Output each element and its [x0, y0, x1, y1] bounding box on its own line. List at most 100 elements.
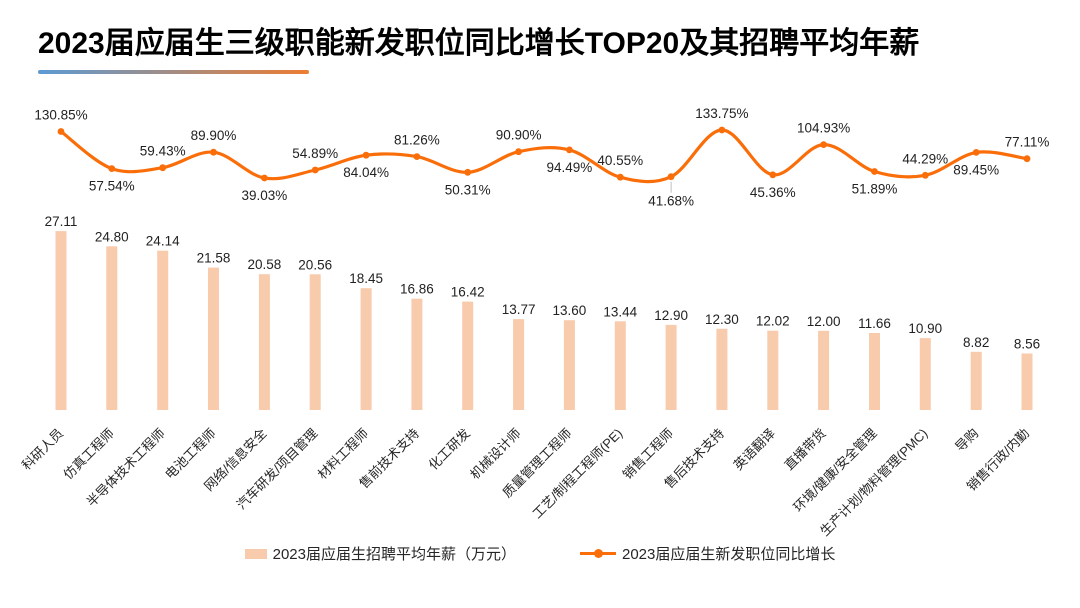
line-marker	[871, 168, 878, 175]
bar	[55, 231, 67, 410]
bar-value-label: 21.58	[197, 251, 231, 266]
bar	[818, 330, 830, 410]
page-title: 2023届应届生三级职能新发职位同比增长TOP20及其招聘平均年薪	[38, 27, 920, 60]
x-axis-label: 工艺/制程工程师(PE)	[529, 426, 625, 522]
line-value-label: 77.11%	[1005, 135, 1050, 150]
bar-value-labels: 27.11 24.80 24.14 21.58 20.58 20.56 18.45 16.86…	[45, 214, 1041, 351]
line-value-label: 59.43%	[140, 144, 186, 159]
bar-value-label: 18.45	[349, 271, 383, 286]
line-marker	[464, 168, 472, 176]
line-value-labels: 130.85% 57.54% 59.43% 89.90% 39.03% 54.89% 84.…	[34, 106, 1049, 209]
bar	[563, 320, 575, 410]
line-marker	[362, 151, 370, 159]
line-value-label: 44.29%	[902, 151, 948, 166]
bar	[157, 250, 169, 410]
line-marker	[108, 165, 116, 173]
x-axis-label: 生产计划/物料管理(PMC)	[817, 426, 930, 539]
chart-legend: 2023届应届生招聘平均年薪（万元） 2023届应届生新发职位同比增长	[0, 543, 1080, 564]
line-value-label: 130.85%	[34, 108, 87, 123]
line-series-swatch-icon	[580, 549, 616, 558]
line-value-label: 41.68%	[648, 194, 694, 209]
line-value-label: 90.90%	[496, 128, 542, 143]
line-value-label: 84.04%	[343, 165, 389, 180]
line-value-label: 104.93%	[797, 121, 850, 136]
bar	[767, 330, 779, 410]
bar-value-label: 8.82	[963, 335, 989, 350]
line-value-label: 89.90%	[191, 128, 237, 143]
line-marker	[718, 126, 726, 134]
bar-value-label: 20.56	[298, 257, 332, 272]
legend-label-growth: 2023届应届生新发职位同比增长	[622, 546, 836, 563]
bar	[309, 274, 321, 410]
bar-series	[55, 231, 1033, 410]
line-value-label: 57.54%	[89, 179, 135, 194]
bar-value-label: 12.30	[705, 312, 739, 327]
bar	[869, 333, 880, 410]
line-marker	[515, 148, 522, 156]
bar	[360, 288, 372, 410]
line-marker	[972, 149, 980, 156]
x-axis-label: 直播带货	[781, 426, 828, 473]
line-marker	[1023, 155, 1031, 163]
line-value-label: 94.49%	[547, 160, 593, 175]
line-marker	[616, 173, 624, 181]
x-axis-label: 科研人员	[19, 426, 66, 473]
bar-value-label: 24.14	[146, 234, 180, 249]
bar	[970, 351, 982, 410]
bar-value-label: 13.77	[502, 302, 536, 317]
bar-value-label: 12.02	[756, 314, 790, 329]
line-value-label: 40.55%	[597, 153, 643, 168]
title-underline	[38, 70, 309, 74]
line-marker	[566, 146, 573, 154]
x-axis-label: 化工研发	[425, 426, 472, 473]
bar-value-label: 11.66	[858, 316, 891, 331]
bar-value-label: 16.86	[400, 282, 434, 297]
line-marker	[769, 171, 777, 179]
bar-value-label: 20.58	[248, 257, 282, 272]
bar	[513, 319, 525, 410]
x-axis-label: 导购	[952, 426, 981, 455]
line-marker	[159, 164, 167, 172]
bar	[208, 267, 219, 410]
bar-value-label: 12.00	[807, 314, 841, 329]
line-marker	[921, 171, 929, 179]
line-value-label: 81.26%	[394, 133, 440, 148]
line-series-swatch-dot-icon	[594, 549, 603, 558]
bar-value-label: 24.80	[95, 229, 129, 244]
line-marker	[820, 141, 827, 149]
line-value-label: 133.75%	[695, 106, 748, 121]
line-value-label: 89.45%	[953, 162, 999, 177]
line-value-label: 54.89%	[292, 146, 338, 161]
bar-value-label: 13.60	[553, 303, 587, 318]
bar-value-label: 8.56	[1014, 337, 1040, 352]
bar	[1021, 353, 1033, 410]
legend-label-salary: 2023届应届生招聘平均年薪（万元）	[272, 546, 516, 563]
bar	[665, 324, 677, 410]
line-marker	[261, 174, 268, 182]
line-value-label: 39.03%	[242, 188, 288, 203]
line-series	[57, 126, 1031, 184]
x-axis-labels: 科研人员仿真工程师半导体技术工程师电池工程师网络/信息安全汽车研发/项目管理材料…	[19, 426, 1032, 539]
bar	[614, 321, 626, 410]
bar-value-label: 13.44	[603, 304, 637, 319]
legend-item-growth: 2023届应届生新发职位同比增长	[580, 543, 835, 564]
bar	[919, 338, 931, 410]
bar-value-label: 10.90	[908, 321, 942, 336]
line-value-label: 51.89%	[852, 182, 898, 197]
bar	[411, 298, 423, 410]
line-marker	[311, 166, 319, 174]
bar-value-label: 16.42	[451, 285, 485, 300]
legend-item-salary: 2023届应届生招聘平均年薪（万元）	[244, 543, 516, 564]
bar-series-swatch-icon	[244, 548, 267, 559]
line-marker	[57, 128, 65, 135]
bar	[106, 246, 118, 410]
line-marker	[413, 153, 421, 161]
bar	[462, 301, 474, 410]
bar	[258, 274, 270, 410]
bar-value-label: 27.11	[45, 214, 78, 229]
line-marker	[667, 173, 675, 181]
bar-value-label: 12.90	[654, 308, 688, 323]
bar	[716, 328, 728, 410]
